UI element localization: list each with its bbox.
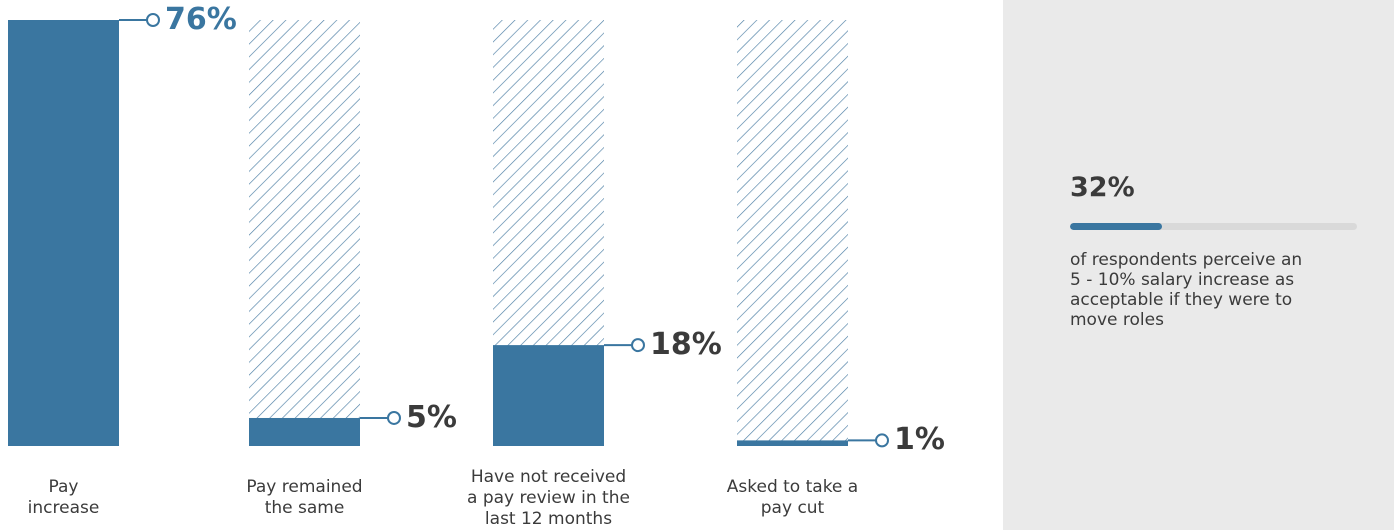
bar-3 <box>737 440 848 446</box>
category-label-line: Asked to take a <box>726 477 859 497</box>
value-label-3: 1% <box>894 422 945 458</box>
category-label-line: last 12 months <box>484 509 613 529</box>
bar-1 <box>249 417 360 446</box>
bar-2 <box>493 345 604 446</box>
category-label-line: Have not received <box>470 467 627 487</box>
category-label-0: Pay increase <box>0 477 149 519</box>
stat-progress-track <box>1070 223 1357 230</box>
stat-value: 32% <box>1070 172 1135 203</box>
stat-progress-fill <box>1070 223 1162 230</box>
value-marker-1 <box>387 410 401 425</box>
category-label-line: Pay remained <box>246 477 363 497</box>
category-label-1: Pay remained the same <box>220 477 390 519</box>
category-label-3: Asked to take a pay cut <box>708 477 878 519</box>
bar-chart <box>8 13 889 448</box>
value-marker-2 <box>631 338 645 353</box>
stat-caption-line: acceptable if they were to <box>1070 290 1293 310</box>
category-label-line: Pay <box>48 477 79 497</box>
value-marker-0 <box>146 13 160 27</box>
value-label-1: 5% <box>406 399 457 435</box>
category-label-line: the same <box>264 498 345 518</box>
value-label-0: 76% <box>165 2 237 37</box>
stat-panel: 32% of respondents perceive an 5 - 10% sa… <box>1003 0 1394 530</box>
category-label-line: a pay review in the <box>467 488 630 508</box>
stat-caption-line: move roles <box>1070 310 1164 330</box>
category-label-line: pay cut <box>760 498 825 518</box>
category-label-line: increase <box>27 498 100 518</box>
category-label-2: Have not received a pay review in the last… <box>464 467 634 530</box>
stat-caption-line: of respondents perceive an <box>1070 250 1303 270</box>
bar-0 <box>8 20 119 446</box>
stat-caption-line: 5 - 10% salary increase as <box>1070 270 1295 290</box>
value-label-2: 18% <box>650 327 722 363</box>
stat-caption: of respondents perceive an 5 - 10% salary… <box>1070 250 1330 330</box>
bar-background-3 <box>737 20 848 446</box>
value-marker-3 <box>875 433 889 448</box>
bar-background-1 <box>249 20 360 446</box>
